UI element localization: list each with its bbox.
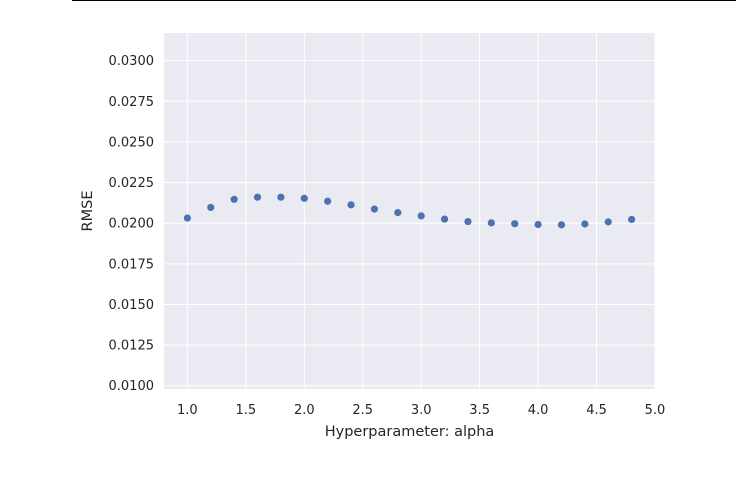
x-tick-label: 3.0	[411, 403, 432, 418]
y-tick-label: 0.0275	[109, 95, 155, 110]
x-tick-label: 2.5	[352, 403, 373, 418]
data-point	[534, 220, 542, 229]
data-point	[207, 203, 215, 212]
data-point	[230, 195, 238, 203]
data-point	[440, 215, 449, 223]
data-point	[324, 197, 332, 205]
y-tick-label: 0.0150	[109, 298, 155, 313]
y-tick-label: 0.0250	[109, 135, 155, 150]
data-points	[183, 193, 636, 229]
x-tick-label: 4.5	[586, 403, 607, 418]
top-border-line	[72, 0, 736, 1]
grid-lines	[164, 33, 656, 389]
data-point	[253, 193, 262, 201]
data-point	[394, 209, 402, 217]
plot-area	[164, 33, 655, 389]
x-axis-label: Hyperparameter: alpha	[325, 424, 495, 440]
data-point	[581, 220, 589, 228]
x-tick-label: 4.0	[528, 403, 549, 418]
y-tick-label: 0.0175	[109, 257, 155, 272]
x-tick-label: 3.5	[469, 403, 490, 418]
x-axis-ticks: 1.0 1.5 2.0 2.5 3.0 3.5 4.0 4.5 5.0	[177, 403, 665, 418]
data-point	[628, 215, 636, 224]
x-tick-label: 1.5	[235, 403, 256, 418]
data-point	[347, 201, 355, 209]
data-point	[370, 205, 379, 213]
data-point	[511, 220, 519, 228]
x-tick-label: 2.0	[294, 403, 315, 418]
data-point	[277, 193, 285, 201]
y-axis-label: RMSE	[80, 191, 96, 232]
data-point	[487, 219, 495, 227]
y-tick-label: 0.0125	[109, 339, 155, 354]
data-point	[417, 212, 425, 220]
x-tick-label: 5.0	[645, 403, 666, 418]
data-point	[604, 218, 612, 226]
y-axis-ticks: 0.0100 0.0125 0.0150 0.0175 0.0200 0.0225 0.02…	[109, 54, 155, 394]
y-tick-label: 0.0225	[109, 176, 155, 191]
data-point	[300, 194, 308, 202]
data-point	[557, 221, 566, 229]
y-tick-label: 0.0100	[109, 379, 155, 394]
y-tick-label: 0.0200	[109, 217, 155, 232]
x-tick-label: 1.0	[177, 403, 198, 418]
data-point	[183, 214, 191, 222]
y-tick-label: 0.0300	[109, 54, 155, 69]
data-point	[464, 217, 472, 226]
